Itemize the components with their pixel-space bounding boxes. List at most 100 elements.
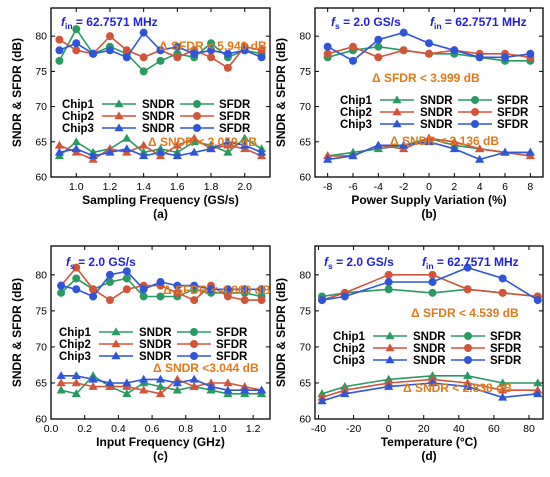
legend-sndr-label: SNDR [142, 99, 175, 111]
circle-marker [428, 278, 437, 287]
triangle-marker [122, 144, 132, 153]
circle-marker [257, 285, 266, 294]
triangle-marker [139, 374, 149, 383]
triangle-marker [122, 378, 132, 387]
x-tick-label: 0 [426, 181, 432, 193]
legend-circle-marker [471, 120, 479, 128]
circle-marker [374, 35, 383, 44]
triangle-marker [56, 385, 66, 394]
y-tick-label: 75 [35, 66, 47, 78]
condition-annotation: fin = 62.7571 MHz [422, 255, 519, 271]
y-tick-label: 60 [299, 414, 311, 426]
legend-circle-marker [464, 332, 472, 340]
delta-annotation: Δ SNDR < 2.838 dB [403, 381, 512, 395]
legend-triangle-marker [392, 119, 402, 128]
legend-sndr-label: SNDR [142, 111, 175, 123]
legend: Chip1 SNDR SFDR Chip2 SNDR SFDR Chip3 SNDR SFDR [333, 331, 522, 367]
legend-triangle-marker [111, 351, 121, 360]
circle-marker [223, 292, 232, 301]
panel-sublabel: (d) [421, 449, 436, 463]
y-tick-label: 80 [299, 31, 311, 43]
triangle-marker [206, 144, 216, 153]
series-chip3-sfdr [55, 28, 266, 62]
chart-panel-c: 60 65 70 75 80 0.0 0.2 0.4 0.6 0.8 1.0 1.2 Input Fre… [10, 245, 271, 463]
legend-chip-label: Chip2 [62, 111, 94, 123]
triangle-marker [399, 140, 409, 149]
circle-marker [526, 49, 535, 58]
circle-marker [384, 278, 393, 287]
circle-marker [240, 46, 249, 55]
series-chip3-sndr [323, 137, 535, 163]
legend-circle-marker [190, 352, 198, 360]
triangle-marker [475, 144, 485, 153]
legend-sfdr-label: SFDR [216, 327, 248, 339]
circle-marker [318, 296, 327, 305]
triangle-marker [449, 144, 459, 153]
panel-sublabel: (a) [153, 207, 168, 221]
circle-marker [105, 46, 114, 55]
triangle-marker [525, 147, 535, 156]
legend-sfdr-label: SFDR [216, 339, 248, 351]
triangle-marker [498, 385, 508, 394]
delta-annotation: Δ SFDR < 4.539 dB [411, 306, 519, 320]
circle-marker [57, 288, 66, 297]
triangle-marker [206, 381, 216, 390]
plot-frame [314, 245, 544, 420]
circle-marker [122, 285, 131, 294]
triangle-marker [88, 381, 98, 390]
legend-sndr-label: SNDR [139, 351, 172, 363]
circle-marker [428, 270, 437, 279]
triangle-marker [498, 378, 508, 387]
legend-sndr-label: SNDR [420, 119, 453, 131]
x-tick-label: 1.2 [103, 181, 118, 193]
circle-marker [173, 288, 182, 297]
y-tick-label: 80 [299, 269, 311, 281]
legend-chip-label: Chip1 [340, 95, 373, 107]
circle-marker [122, 46, 131, 55]
legend: Chip1 SNDR SFDR Chip2 SNDR SFDR Chip3 SNDR SFDR [62, 99, 251, 135]
circle-marker [384, 270, 393, 279]
triangle-marker [172, 378, 182, 387]
triangle-marker [323, 154, 333, 163]
circle-marker [55, 46, 64, 55]
circle-marker [533, 296, 542, 305]
panel-sublabel: (c) [153, 449, 168, 463]
circle-marker [105, 270, 114, 279]
triangle-marker [155, 147, 166, 156]
triangle-marker [139, 151, 149, 160]
circle-marker [105, 278, 114, 287]
triangle-marker [105, 147, 115, 156]
legend-triangle-marker [385, 355, 395, 364]
legend-sndr-label: SNDR [413, 355, 446, 367]
legend-sndr-label: SNDR [413, 343, 446, 355]
y-tick-label: 70 [35, 341, 47, 353]
circle-marker [105, 296, 114, 305]
triangle-marker [340, 389, 350, 398]
x-tick-label: 1.2 [246, 423, 261, 435]
circle-marker [139, 28, 148, 37]
triangle-marker [223, 385, 233, 394]
legend-sfdr-label: SFDR [490, 355, 522, 367]
triangle-marker [223, 147, 233, 156]
x-tick-label: 1.6 [170, 181, 185, 193]
legend-sfdr-label: SFDR [490, 343, 522, 355]
triangle-marker [475, 154, 485, 163]
triangle-marker [533, 389, 543, 398]
circle-marker [223, 49, 232, 58]
circle-marker [384, 285, 393, 294]
legend-sfdr-label: SFDR [219, 99, 251, 111]
x-tick-label: -4 [374, 181, 383, 193]
x-tick-label: 8 [527, 181, 533, 193]
legend-chip-label: Chip3 [333, 355, 365, 367]
legend-circle-marker [471, 108, 479, 116]
circle-marker [156, 278, 165, 287]
circle-marker [463, 285, 472, 294]
circle-marker [72, 39, 81, 48]
circle-marker [223, 63, 232, 72]
circle-marker [463, 263, 472, 272]
y-axis-label: SNDR & SFDR (dB) [274, 278, 288, 387]
panel-sublabel: (b) [421, 207, 436, 221]
circle-marker [139, 53, 148, 62]
circle-marker [257, 46, 266, 55]
